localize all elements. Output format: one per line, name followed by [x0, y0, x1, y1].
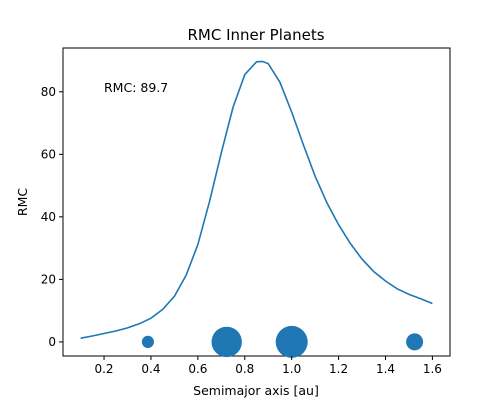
x-tick-label: 1.6	[423, 362, 442, 376]
rmc-annotation: RMC: 89.7	[104, 80, 168, 95]
curve-layer	[80, 60, 433, 339]
planet-marker	[211, 326, 242, 358]
y-tick-label: 60	[41, 147, 56, 161]
x-axis-label: Semimajor axis [au]	[193, 383, 319, 398]
y-tick-label: 0	[48, 335, 56, 349]
x-tick-label: 0.8	[235, 362, 254, 376]
planet-marker	[141, 335, 154, 348]
x-tick-label: 0.2	[94, 362, 113, 376]
planet-marker	[275, 325, 308, 358]
y-axis-label: RMC	[15, 188, 30, 216]
x-tick-label: 0.4	[141, 362, 160, 376]
plot-frame	[62, 47, 451, 357]
x-tick-label: 1.0	[282, 362, 301, 376]
y-axis-ticks: 0 20 40 60 80	[41, 85, 63, 349]
y-tick-label: 80	[41, 85, 56, 99]
x-tick-label: 1.2	[329, 362, 348, 376]
planet-layer	[141, 325, 424, 358]
x-axis-ticks: 0.2 0.4 0.6 0.8 1.0 1.2 1.4 1.6	[94, 356, 442, 376]
x-tick-label: 1.4	[376, 362, 395, 376]
x-tick-label: 0.6	[188, 362, 207, 376]
rmc-curve-line	[80, 60, 433, 339]
y-tick-label: 40	[41, 210, 56, 224]
planet-marker	[406, 333, 424, 351]
chart-title: RMC Inner Planets	[187, 26, 324, 44]
y-tick-label: 20	[41, 272, 56, 286]
